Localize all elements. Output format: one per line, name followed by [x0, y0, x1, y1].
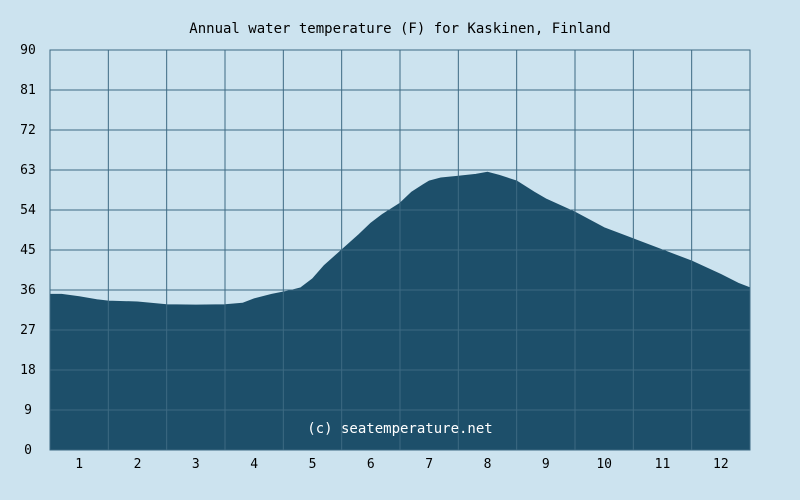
- y-tick-label: 27: [20, 323, 36, 338]
- y-tick-label: 45: [20, 243, 36, 258]
- chart-title: Annual water temperature (F) for Kaskine…: [189, 21, 610, 37]
- plot-border: [49, 49, 751, 451]
- y-tick-label: 63: [20, 163, 36, 178]
- y-tick-label: 90: [20, 43, 36, 58]
- x-tick-label: 2: [134, 457, 142, 472]
- watermark: (c) seatemperature.net: [307, 421, 492, 437]
- x-tick-label: 10: [596, 457, 612, 472]
- x-tick-label: 3: [192, 457, 200, 472]
- grid-layer: [49, 49, 751, 451]
- x-tick-label: 1: [75, 457, 83, 472]
- x-axis: 1 2 3 4 5 6 7 8 9 10 11 12: [75, 457, 728, 472]
- y-tick-label: 81: [20, 83, 36, 98]
- y-tick-label: 54: [20, 203, 36, 218]
- x-tick-label: 7: [425, 457, 433, 472]
- x-tick-label: 8: [484, 457, 492, 472]
- y-tick-label: 0: [24, 443, 32, 458]
- x-tick-label: 4: [250, 457, 258, 472]
- y-tick-label: 36: [20, 283, 36, 298]
- y-axis: 0 9 18 27 36 45 54 63 72 81 90: [20, 43, 36, 458]
- x-tick-label: 6: [367, 457, 375, 472]
- y-tick-label: 18: [20, 363, 36, 378]
- y-tick-label: 9: [24, 403, 32, 418]
- y-tick-label: 72: [20, 123, 36, 138]
- x-tick-label: 12: [713, 457, 729, 472]
- x-tick-label: 5: [309, 457, 317, 472]
- x-tick-label: 9: [542, 457, 550, 472]
- x-tick-label: 11: [655, 457, 671, 472]
